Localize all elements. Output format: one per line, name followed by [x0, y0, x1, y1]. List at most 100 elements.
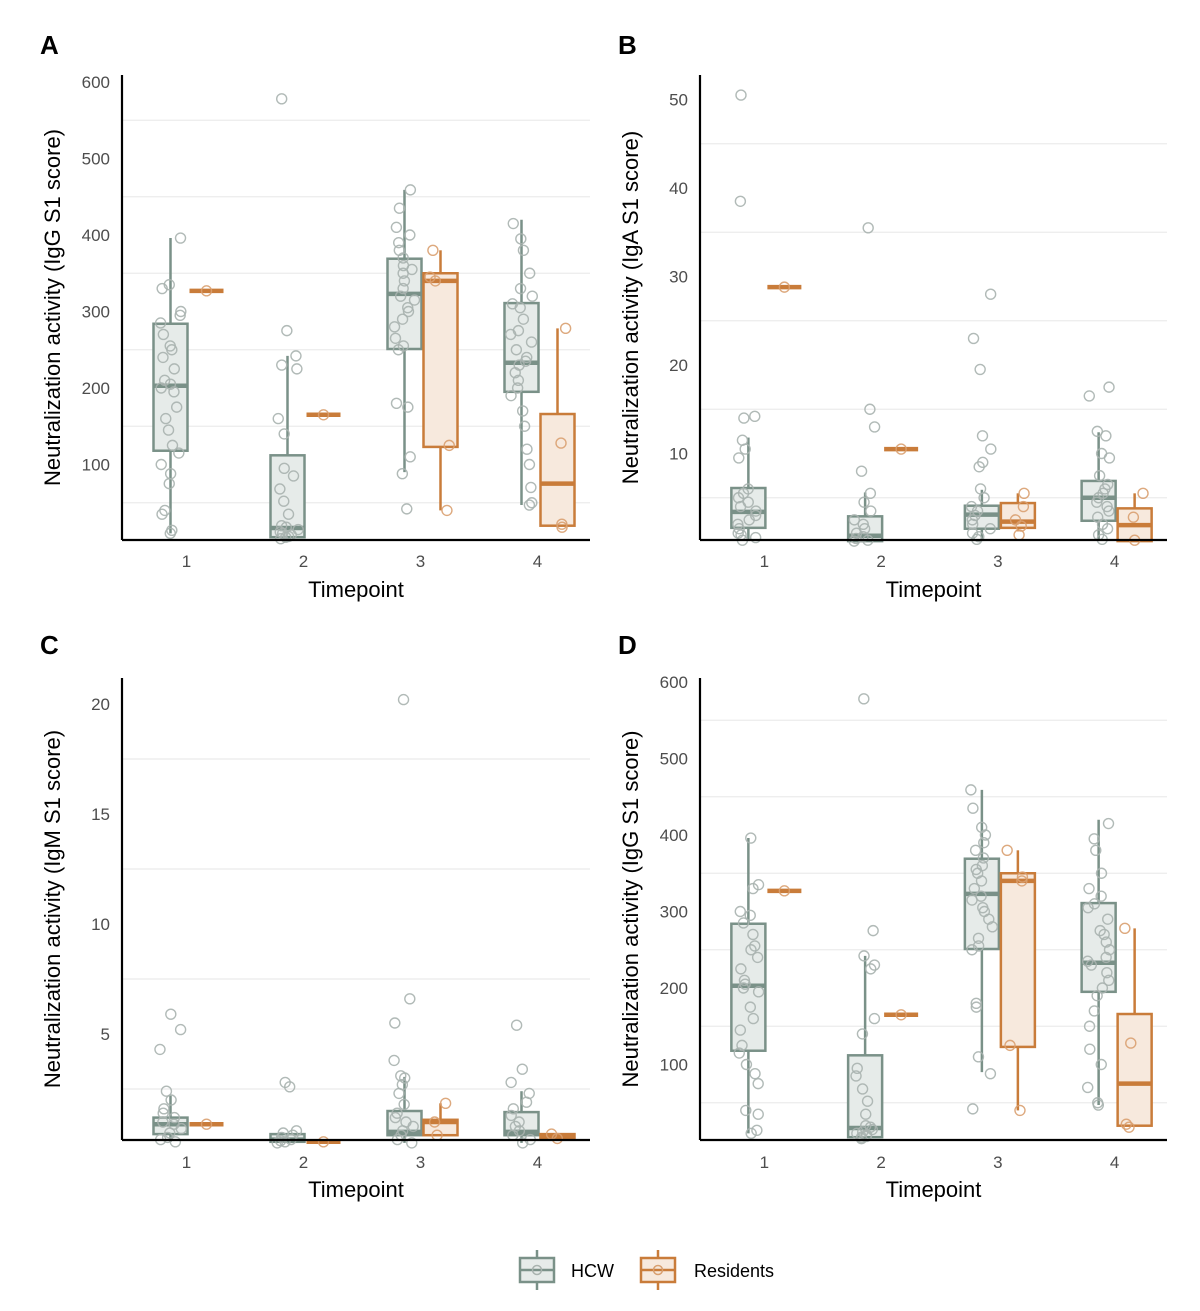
data-point	[1103, 381, 1115, 393]
data-point	[505, 389, 517, 402]
data-point	[970, 863, 982, 876]
box-hcw-t1	[152, 232, 189, 540]
data-point	[860, 1108, 872, 1120]
box-residents-t1	[189, 1118, 224, 1130]
data-point	[281, 324, 293, 337]
y-tick-label: 50	[669, 91, 688, 110]
data-point	[157, 328, 170, 341]
data-point	[895, 1009, 907, 1021]
box-iqr	[1080, 901, 1117, 994]
box-hcw-t3	[386, 184, 423, 515]
data-point	[1016, 871, 1029, 883]
data-point	[751, 951, 764, 964]
box-hcw-t4	[503, 217, 540, 511]
data-point	[393, 236, 405, 249]
data-point	[388, 321, 401, 333]
data-point	[1088, 898, 1101, 910]
data-point	[1016, 875, 1028, 887]
data-point	[848, 514, 861, 526]
y-tick-label: 600	[660, 673, 688, 692]
x-tick-label: 3	[416, 552, 425, 571]
data-point	[858, 523, 871, 535]
box-hcw-t1	[730, 89, 767, 546]
legend-label-hcw: HCW	[571, 1261, 614, 1281]
box-residents-t2	[306, 409, 341, 421]
data-point	[739, 978, 751, 990]
data-point	[406, 1137, 418, 1149]
data-point	[439, 1097, 452, 1110]
y-tick-label: 10	[669, 445, 688, 464]
data-point	[740, 1104, 752, 1117]
data-point	[443, 439, 455, 452]
data-point	[517, 244, 530, 257]
data-point	[858, 496, 870, 508]
data-point	[170, 401, 183, 413]
x-tick-label: 1	[182, 552, 191, 571]
data-point	[173, 447, 185, 459]
data-point	[857, 530, 869, 543]
data-point	[404, 229, 416, 241]
data-point	[778, 281, 791, 293]
data-point	[1095, 890, 1107, 902]
data-point	[972, 940, 985, 952]
data-point	[165, 1094, 177, 1106]
data-point	[272, 412, 284, 425]
data-point	[1082, 901, 1094, 914]
data-point	[402, 401, 414, 413]
x-tick-label: 3	[993, 552, 1002, 571]
data-point	[168, 363, 180, 375]
data-point	[276, 527, 289, 540]
data-point	[965, 500, 978, 513]
data-point	[752, 879, 765, 891]
box-iqr	[539, 412, 576, 527]
x-tick-label: 2	[876, 1153, 885, 1172]
box-hcw-t3	[963, 288, 1001, 546]
data-point	[1083, 882, 1095, 895]
data-point	[160, 1085, 173, 1097]
data-point	[275, 93, 288, 105]
data-point	[408, 294, 421, 306]
data-point	[862, 222, 874, 234]
box-hcw-t4	[1080, 381, 1117, 546]
data-point	[733, 452, 745, 464]
data-point	[1083, 1020, 1096, 1032]
data-point	[397, 340, 410, 352]
data-point	[745, 944, 757, 956]
x-axis-title: Timepoint	[886, 1177, 982, 1202]
data-point	[1120, 1118, 1133, 1130]
data-point	[404, 184, 417, 196]
y-axis-title: Neutralization activity (IgG S1 score)	[618, 730, 643, 1087]
box-residents-t3	[422, 1097, 459, 1141]
data-point	[555, 437, 567, 449]
data-point	[523, 499, 536, 511]
data-point	[390, 221, 403, 234]
data-point	[317, 1136, 330, 1148]
data-point	[974, 483, 987, 495]
data-point	[525, 481, 537, 494]
data-point	[1098, 928, 1110, 941]
data-point	[1095, 1058, 1107, 1071]
data-point	[512, 324, 525, 337]
box-hcw-t3	[386, 693, 423, 1149]
data-point	[750, 505, 762, 517]
data-point	[159, 504, 171, 517]
data-point	[970, 997, 982, 1009]
data-point	[1103, 974, 1115, 987]
data-point	[404, 993, 416, 1005]
data-point	[868, 421, 881, 433]
data-point	[970, 1001, 983, 1013]
panel-letter: B	[618, 30, 637, 60]
data-point	[857, 518, 869, 530]
data-point	[507, 217, 519, 230]
x-tick-label: 4	[533, 1153, 542, 1172]
data-point	[866, 1123, 878, 1136]
data-point	[965, 784, 977, 796]
y-tick-label: 5	[101, 1025, 110, 1044]
data-point	[291, 363, 303, 375]
data-point	[275, 520, 288, 532]
legend-key-residents-icon	[639, 1250, 677, 1290]
data-point	[393, 202, 406, 214]
data-point	[166, 439, 179, 452]
data-point	[735, 89, 747, 101]
data-point	[513, 1116, 525, 1128]
